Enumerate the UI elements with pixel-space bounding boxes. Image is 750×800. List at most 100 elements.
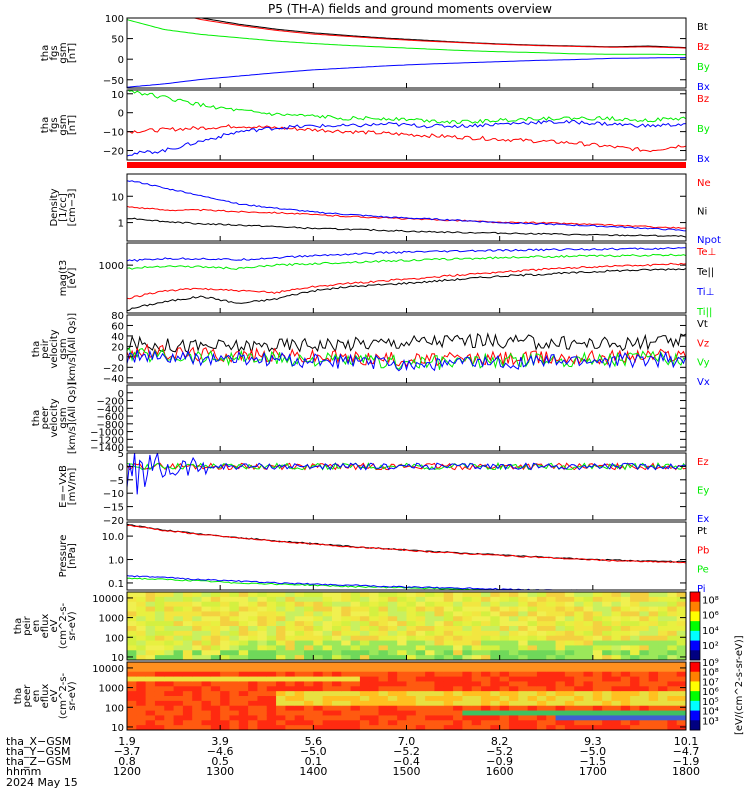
legend-pressure-3: Pi [697, 584, 706, 595]
panel-pressure: Pt Pb Pe Pi 10.0 1.0 0.1 Pressure[nPa] [58, 521, 709, 595]
ylabel-peir_spec-4: eV [49, 619, 60, 632]
ytick-density-1: 1 [118, 219, 124, 230]
colorbar-tick-peer_spec-0: 10⁹ [702, 658, 719, 669]
xrow-0-0: 1.9 [118, 735, 136, 748]
colorbar-tick-peir_spec-1: 10⁶ [702, 611, 719, 622]
xrow-1-3: −5.2 [393, 745, 420, 758]
spectrogram-peer_spec [127, 662, 686, 730]
ylabel-peir_spec-5: (cm^2-s- [58, 602, 69, 649]
colorbar-tick-peir_spec-2: 10⁴ [702, 626, 719, 637]
frame-peerv [126, 384, 687, 452]
ylabel-peir_spec-6: sr-eV) [67, 611, 78, 640]
series-peirv-3 [127, 349, 686, 372]
xrow-2-2: 0.1 [305, 755, 323, 768]
legend-peirv-1: Vz [697, 338, 709, 349]
ylabel-fgs1-0: tha [40, 45, 51, 61]
series-efield-1 [127, 461, 686, 471]
series-temp-1 [127, 268, 686, 312]
ytick-peirv-0: 80 [111, 311, 124, 322]
xrow-3-3: 1500 [393, 765, 421, 778]
lines-temp [127, 247, 686, 312]
xrow-2-1: 0.5 [211, 755, 229, 768]
ytick-efield-2: −5 [109, 476, 124, 487]
ytick-efield-5: −20 [103, 516, 124, 527]
ylabel-peir_spec-2: en [31, 620, 42, 633]
ytick-pressure-0: 10.0 [102, 532, 124, 543]
legend-fgs1-3: Bx [697, 82, 710, 93]
ytick-peirv-1: 60 [111, 321, 124, 332]
xrow-0-2: 5.6 [305, 735, 323, 748]
series-pressure-0 [127, 523, 686, 563]
ytick-peerv-1: −200 [97, 397, 124, 408]
ytick-peerv-6: −1200 [90, 435, 124, 446]
series-fgs1-1 [191, 18, 686, 49]
xrow-0-3: 7.0 [398, 735, 416, 748]
panel-temp: Te⊥ Te|| Ti⊥ Ti|| 1000 mag(t3[eV] [58, 242, 716, 318]
legend-pressure-2: Pe [697, 565, 709, 576]
ytick-efield-4: −15 [103, 503, 124, 514]
ytick-peerv-2: −400 [97, 404, 124, 415]
lines-efield [127, 453, 686, 495]
legend-fgs1-1: Bz [697, 42, 709, 53]
legend-temp-0: Te⊥ [696, 247, 716, 258]
xrow-3-1: 1300 [206, 765, 234, 778]
ylabel-pressure-1: [nPa] [67, 543, 78, 569]
ylabel-peir_spec-3: eflux [40, 614, 51, 639]
ytick-fgs1-2: 0 [118, 55, 124, 66]
legend-temp-1: Te|| [696, 267, 714, 278]
legend-fgs2-0: Bz [697, 94, 709, 105]
ytick-temp-0: 1000 [99, 261, 124, 272]
colorbar-tick-peer_spec-1: 10⁸ [702, 668, 719, 679]
ylabel-efield-0: E=−VxB [58, 465, 69, 508]
series-pressure-1 [127, 524, 686, 564]
ylabel-fgs1-2: gsm [58, 42, 69, 63]
xrow-label-1: tha_Y−GSM [6, 745, 70, 758]
ylabel-peirv-3: gsm [58, 338, 69, 359]
ytick-peerv-5: −1000 [90, 428, 124, 439]
series-temp-0 [127, 262, 686, 300]
ytick-pressure-2: 0.1 [108, 579, 124, 590]
panel-density: Ne Ni Npot 10 1 Density[1/cc][cm−3] [49, 173, 721, 246]
legend-efield-0: Ez [697, 457, 709, 468]
frame-fgs1 [126, 17, 687, 89]
ylabel-pressure-0: Pressure [58, 535, 69, 578]
lines-fgs1 [127, 18, 686, 88]
series-peirv-1 [127, 343, 686, 368]
xrow-3-5: 1700 [579, 765, 607, 778]
xrow-1-2: −5.0 [300, 745, 327, 758]
frame-density [126, 173, 687, 242]
ylabel-peer_spec-6: sr-eV) [67, 681, 78, 710]
ylabel-fgs1-1: fgs [49, 45, 60, 60]
xrow-2-3: −0.4 [393, 755, 420, 768]
panel-peerv: 0−200−400−600−800−1000−1200−1400 thapeerv… [31, 382, 687, 454]
ylabel-temp-1: [eV] [67, 268, 78, 289]
colorbar-tick-peer_spec-2: 10⁷ [702, 677, 719, 688]
legend-temp-2: Ti⊥ [696, 287, 714, 298]
lines-pressure [127, 523, 686, 590]
ylabel-fgs1-3: [nT] [67, 43, 78, 63]
xrow-3-2: 1400 [299, 765, 327, 778]
ytick-peerv-0: 0 [118, 389, 124, 400]
series-efield-2 [127, 453, 686, 495]
ytick-density-0: 10 [111, 192, 124, 203]
ylabel-temp-0: mag(t3 [58, 260, 69, 296]
legend-fgs1-2: By [697, 62, 710, 73]
ytick-peir_spec-3: 10 [111, 653, 124, 664]
ytick-efield-3: −10 [103, 489, 124, 500]
colorbar-tick-peer_spec-5: 10⁴ [702, 707, 719, 718]
ytick-peer_spec-0: 10000 [92, 664, 124, 675]
ytick-peir_spec-0: 10000 [92, 594, 124, 605]
colorbar-tick-peer_spec-3: 10⁶ [702, 687, 719, 698]
legend-fgs1-0: Bt [697, 22, 708, 33]
ytick-peerv-3: −600 [97, 412, 124, 423]
ylabel-peer_spec-3: eflux [40, 684, 51, 709]
xrow-3-4: 1600 [486, 765, 514, 778]
ytick-peirv-6: −40 [103, 374, 124, 385]
series-fgs1-3 [127, 57, 686, 88]
ylabel-efield-1: [mV/m] [67, 468, 78, 506]
ylabel-peerv-3: gsm [58, 407, 69, 428]
